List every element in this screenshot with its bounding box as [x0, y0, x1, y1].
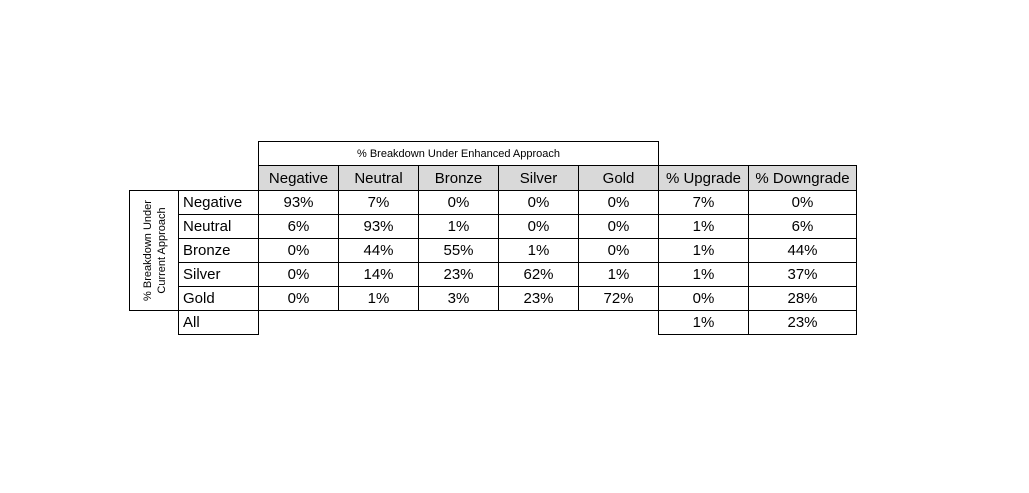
cell-value: 44% [338, 238, 419, 263]
column-header: Silver [498, 165, 579, 191]
column-header: Gold [578, 165, 659, 191]
row-label: Gold [178, 286, 259, 311]
table-title: % Breakdown Under Enhanced Approach [258, 141, 659, 166]
cell-value: 44% [748, 238, 857, 263]
cell-value: 3% [418, 286, 499, 311]
cell-value: 1% [578, 262, 659, 287]
cell-value: 0% [258, 238, 339, 263]
cell-value: 0% [578, 190, 659, 215]
row-title-cell: % Breakdown Under Current Approach [129, 190, 179, 311]
cell-value: 0% [748, 190, 857, 215]
row-label: All [178, 310, 259, 335]
cell-value: 23% [418, 262, 499, 287]
cell-value: 93% [258, 190, 339, 215]
row-label: Bronze [178, 238, 259, 263]
cell-value: 6% [748, 214, 857, 239]
column-header: % Downgrade [748, 165, 857, 191]
cell-value: 37% [748, 262, 857, 287]
row-label: Silver [178, 262, 259, 287]
column-header: Bronze [418, 165, 499, 191]
cell-value: 0% [258, 262, 339, 287]
row-label: Negative [178, 190, 259, 215]
cell-value: 6% [258, 214, 339, 239]
cell-value: 1% [498, 238, 579, 263]
cell-value: 23% [748, 310, 857, 335]
cell-value: 0% [498, 214, 579, 239]
cell-value: 72% [578, 286, 659, 311]
cell-value: 62% [498, 262, 579, 287]
cell-value: 0% [578, 214, 659, 239]
column-header: Neutral [338, 165, 419, 191]
cell-value: 1% [338, 286, 419, 311]
cell-value: 0% [498, 190, 579, 215]
cell-value: 0% [258, 286, 339, 311]
column-header: % Upgrade [658, 165, 749, 191]
cell-value: 93% [338, 214, 419, 239]
cell-value: 55% [418, 238, 499, 263]
row-title: % Breakdown Under Current Approach [141, 200, 168, 301]
cell-value: 14% [338, 262, 419, 287]
cell-value: 1% [658, 214, 749, 239]
cell-value: 1% [658, 262, 749, 287]
cell-value: 0% [658, 286, 749, 311]
cell-value: 23% [498, 286, 579, 311]
cell-value: 1% [658, 238, 749, 263]
row-label: Neutral [178, 214, 259, 239]
cell-value: 7% [338, 190, 419, 215]
cell-value: 1% [418, 214, 499, 239]
cell-value: 7% [658, 190, 749, 215]
cell-value: 1% [658, 310, 749, 335]
cell-value: 0% [578, 238, 659, 263]
cell-value: 0% [418, 190, 499, 215]
cell-value: 28% [748, 286, 857, 311]
column-header: Negative [258, 165, 339, 191]
